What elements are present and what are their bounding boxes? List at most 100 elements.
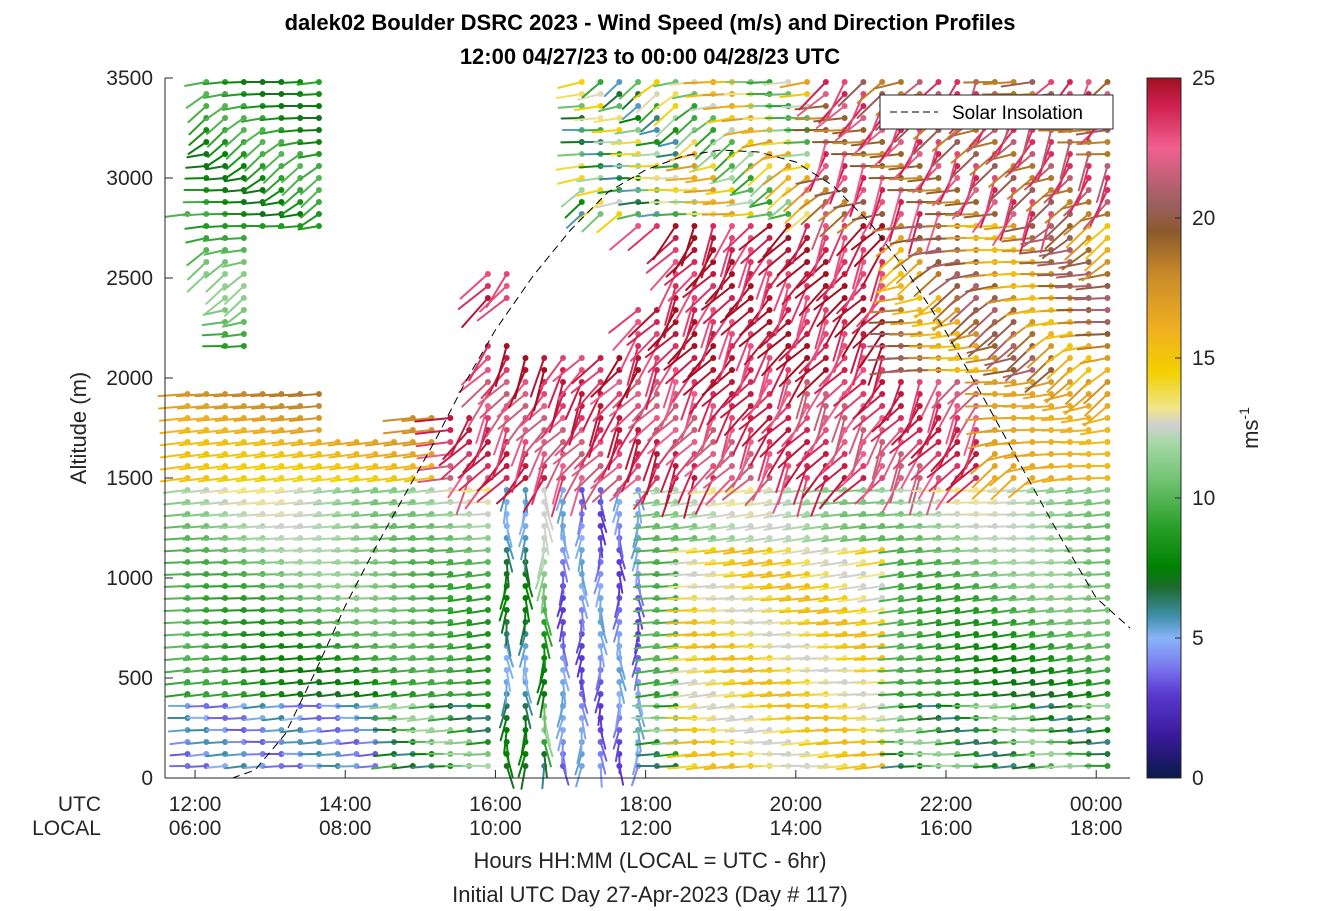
wind-barb-shaft [427,645,452,649]
wind-barb-dot [897,379,904,385]
wind-barb-shaft [637,609,644,630]
wind-barb-shaft [618,201,640,206]
wind-barb-dot [240,175,247,181]
wind-barb-dot [578,415,585,421]
wind-barb-shaft [664,261,696,286]
wind-barb-shaft [216,453,245,459]
wind-barb-dot [1104,463,1111,469]
wind-barb-dot [1104,247,1111,253]
wind-barb-dot [691,331,698,337]
wind-barb-shaft [259,645,283,649]
wind-barb-dot [616,727,623,733]
wind-barb-shaft [466,657,489,662]
wind-barb-shaft [297,657,320,661]
wind-barb-shaft [674,105,696,121]
wind-barb-dot [766,271,773,277]
wind-barb-dot [747,295,754,301]
wind-barb-dot [1104,727,1111,733]
wind-barb-dot [822,163,829,169]
wind-barb-shaft [591,129,621,134]
wind-barb-shaft [562,669,570,692]
wind-barb-shaft [328,453,358,459]
wind-barb-dot [541,571,548,577]
wind-barb-dot [259,187,266,193]
wind-barb-dot [691,475,698,481]
wind-barb-shaft [299,213,320,228]
wind-barb-dot [672,415,679,421]
wind-barb-dot [315,391,322,397]
wind-barb-shaft [281,717,302,721]
wind-barb-shaft [1040,429,1071,432]
wind-barb-dot [1085,403,1092,409]
wind-barb-dot [484,583,491,589]
wind-barb-shaft [479,393,508,419]
wind-barb-dot [954,379,961,385]
y-tick-label: 1500 [106,467,153,490]
wind-barb-dot [503,499,510,505]
wind-barb-shaft [183,693,208,698]
wind-barb-shaft [205,165,227,171]
wind-barb-shaft [503,729,508,755]
wind-barb-dot [841,367,848,373]
wind-barb-dot [804,427,811,433]
wind-barb-shaft [221,633,245,637]
wind-barb-shaft [384,453,414,459]
wind-barb-dot [222,151,229,157]
wind-barb-shaft [459,273,489,300]
wind-barb-shaft [278,669,302,674]
wind-barb-dot [728,271,735,277]
wind-barb-shaft [258,225,283,228]
wind-barb-shaft [446,561,471,566]
wind-barb-shaft [466,633,489,639]
chart-title: dalek02 Boulder DSRC 2023 - Wind Speed (… [285,10,1016,35]
wind-barb-shaft [969,705,996,708]
wind-barb-shaft [187,105,208,124]
wind-barb-shaft [580,585,590,608]
wind-barb-shaft [312,537,339,541]
wind-barb-dot [653,415,660,421]
wind-barb-shaft [1083,573,1109,577]
wind-barb-shaft [700,285,733,311]
wind-barb-shaft [635,141,658,147]
wind-barb-dot [728,355,735,361]
wind-barb-dot [616,475,623,481]
wind-barb-shaft [425,729,452,734]
wind-barb-dot [447,415,454,421]
wind-barb-shaft [331,537,358,541]
wind-barb-dot [541,631,548,637]
wind-barb-shaft [446,669,471,673]
wind-barb-shaft [221,681,245,686]
wind-barb-dot [522,655,529,661]
wind-barb-shaft [222,321,245,328]
wind-barb-shaft [652,573,677,577]
wind-barb-shaft [178,429,208,435]
wind-barb-dot [691,499,698,505]
wind-barb-dot [860,463,867,469]
wind-barb-shaft [289,429,320,435]
wind-barb-dot [484,439,491,445]
wind-barb-dot [1066,355,1073,361]
wind-barb-shaft [684,645,715,649]
wind-barb-dot [1104,235,1111,241]
wind-barb-shaft [640,117,658,133]
wind-barb-shaft [370,657,396,661]
wind-barb-dot [785,235,792,241]
wind-barb-shaft [666,645,696,650]
wind-barb-shaft [233,417,264,422]
wind-barb-shaft [633,573,658,577]
wind-barb-shaft [300,201,320,219]
wind-barb-shaft [1027,729,1053,732]
wind-barb-dot [616,127,623,133]
wind-barb-dot [466,451,473,457]
wind-barb-dot [897,247,904,253]
wind-barb-dot [728,223,735,229]
wind-barb-shaft [557,105,583,109]
wind-barb-shaft [574,537,583,560]
wind-barb-dot [578,655,585,661]
wind-barb-dot [522,535,529,541]
wind-barb-dot [728,163,735,169]
wind-barb-dot [1104,655,1111,661]
wind-barb-shaft [298,165,320,181]
wind-barb-dot [484,499,491,505]
wind-barb-dot [484,403,491,409]
